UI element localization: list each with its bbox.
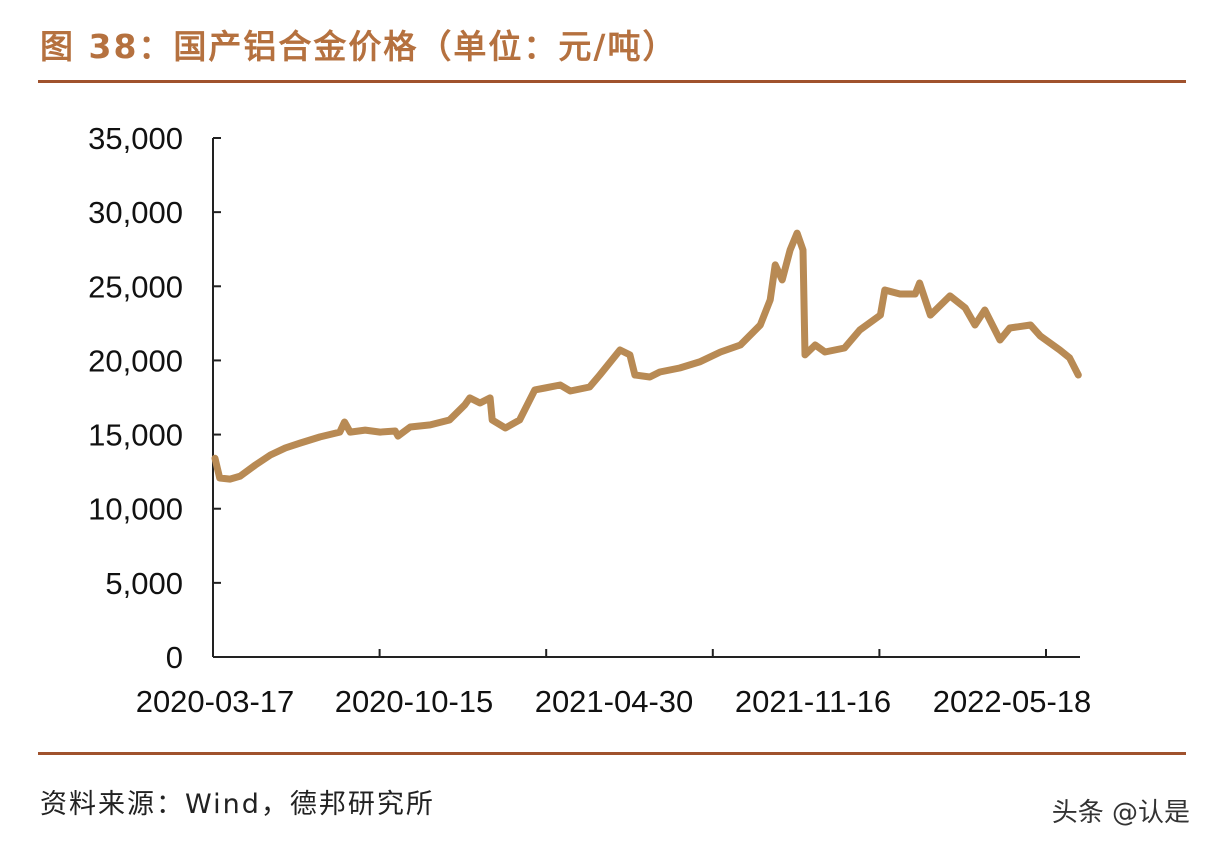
x-tick-label: 2021-11-16	[735, 684, 891, 719]
series-line	[211, 229, 1082, 483]
y-tick-label: 0	[166, 640, 183, 675]
y-axis: 0 5,000 10,000 15,000 20,000 25,000 30,000 35,0…	[88, 121, 221, 675]
data-points	[214, 232, 1079, 480]
y-tick-label: 35,000	[88, 121, 183, 156]
y-tick-label: 25,000	[88, 269, 183, 304]
y-tick-label: 20,000	[88, 343, 183, 378]
chart-title: 图 38：国产铝合金价格（单位：元/吨）	[40, 27, 678, 66]
source-note: 资料来源：Wind，德邦研究所	[40, 789, 435, 820]
watermark: 头条 @认是	[1051, 798, 1190, 828]
x-tick-label: 2020-03-17	[136, 684, 295, 719]
x-tick-label: 2020-10-15	[335, 684, 494, 719]
y-tick-label: 15,000	[88, 418, 183, 453]
y-tick-label: 30,000	[88, 195, 183, 230]
source-rule	[38, 752, 1186, 755]
x-tick-label: 2021-04-30	[535, 684, 694, 719]
title-rule	[38, 80, 1186, 83]
y-tick-label: 5,000	[105, 566, 183, 601]
x-tick-label: 2022-05-18	[933, 684, 1092, 719]
y-tick-label: 10,000	[88, 492, 183, 527]
x-axis: 2020-03-17 2020-10-15 2021-04-30 2021-11-16…	[136, 649, 1092, 719]
